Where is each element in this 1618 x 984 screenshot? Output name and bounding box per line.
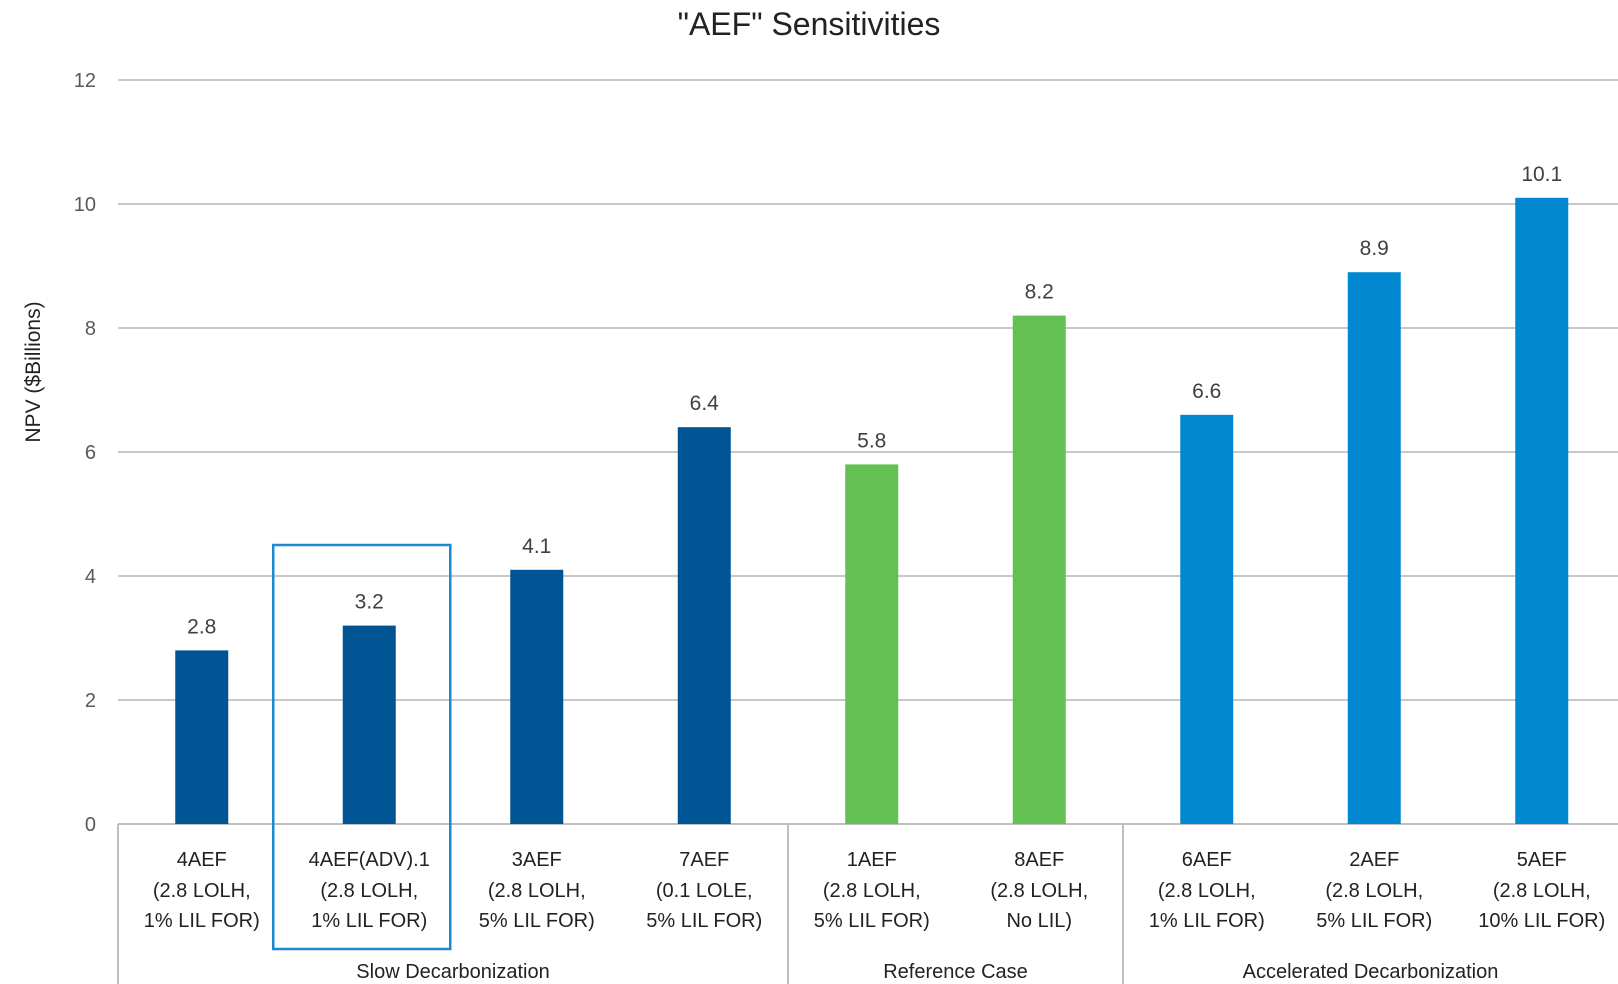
bar bbox=[1180, 414, 1234, 824]
category-detail: (2.8 LOLH, bbox=[823, 880, 921, 902]
category-name: 8AEF bbox=[1014, 849, 1064, 871]
category-detail: (2.8 LOLH, bbox=[320, 880, 418, 902]
category-detail: 1% LIL FOR) bbox=[1149, 910, 1265, 932]
category-name: 4AEF(ADV).1 bbox=[309, 849, 430, 871]
category-detail: (0.1 LOLE, bbox=[656, 880, 753, 902]
group-label: Accelerated Decarbonization bbox=[1243, 961, 1499, 983]
bar bbox=[175, 650, 229, 824]
group-labels: Slow Decarbonization Reference Case Accele… bbox=[356, 961, 1498, 983]
y-tick-label: 4 bbox=[85, 566, 96, 588]
category-name: 5AEF bbox=[1517, 849, 1567, 871]
category-detail: (2.8 LOLH, bbox=[488, 880, 586, 902]
data-label: 2.8 bbox=[187, 615, 216, 638]
data-label: 6.6 bbox=[1192, 380, 1221, 403]
category-detail: 5% LIL FOR) bbox=[479, 910, 595, 932]
data-label: 5.8 bbox=[857, 429, 886, 452]
category-detail: 1% LIL FOR) bbox=[311, 910, 427, 932]
category-detail: 5% LIL FOR) bbox=[646, 910, 762, 932]
category-name: 1AEF bbox=[847, 849, 897, 871]
category-detail: 10% LIL FOR) bbox=[1478, 910, 1605, 932]
data-labels: 2.8 3.2 4.1 6.4 5.8 8.2 6.6 8.9 10.1 bbox=[187, 163, 1562, 639]
category-name: 3AEF bbox=[512, 849, 562, 871]
bar bbox=[1347, 272, 1401, 824]
category-detail: 5% LIL FOR) bbox=[814, 910, 930, 932]
y-tick-label: 6 bbox=[85, 442, 96, 464]
data-label: 8.2 bbox=[1025, 281, 1054, 304]
data-label: 3.2 bbox=[355, 591, 384, 614]
data-label: 8.9 bbox=[1360, 237, 1389, 260]
group-label: Reference Case bbox=[883, 961, 1028, 983]
chart-title: "AEF" Sensitivities bbox=[678, 6, 941, 42]
category-name: 7AEF bbox=[679, 849, 729, 871]
category-axis bbox=[117, 823, 1618, 984]
bars bbox=[175, 197, 1569, 825]
category-detail: (2.8 LOLH, bbox=[990, 880, 1088, 902]
y-axis-label: NPV ($Billions) bbox=[22, 301, 45, 442]
bar bbox=[1515, 197, 1569, 825]
category-detail: (2.8 LOLH, bbox=[1493, 880, 1591, 902]
y-tick-label: 12 bbox=[74, 70, 96, 92]
category-name: 2AEF bbox=[1349, 849, 1399, 871]
y-tick-label: 8 bbox=[85, 318, 96, 340]
bar bbox=[342, 625, 396, 824]
category-detail: (2.8 LOLH, bbox=[1325, 880, 1423, 902]
category-detail: (2.8 LOLH, bbox=[153, 880, 251, 902]
y-tick-label: 10 bbox=[74, 194, 96, 216]
data-label: 4.1 bbox=[522, 535, 551, 558]
data-label: 10.1 bbox=[1521, 163, 1562, 186]
y-tick-label: 0 bbox=[85, 814, 96, 836]
group-label: Slow Decarbonization bbox=[356, 961, 549, 983]
category-detail: 5% LIL FOR) bbox=[1316, 910, 1432, 932]
category-labels: 4AEF (2.8 LOLH, 1% LIL FOR) 4AEF(ADV).1 (2.8… bbox=[144, 849, 1606, 932]
bar bbox=[1012, 315, 1066, 824]
y-tick-label: 2 bbox=[85, 690, 96, 712]
category-name: 6AEF bbox=[1182, 849, 1232, 871]
highlight-box bbox=[272, 543, 452, 951]
category-name: 4AEF bbox=[177, 849, 227, 871]
bar bbox=[677, 427, 731, 824]
bar bbox=[510, 569, 564, 824]
bar bbox=[845, 464, 899, 824]
category-detail: No LIL) bbox=[1006, 910, 1072, 932]
data-label: 6.4 bbox=[690, 392, 720, 415]
category-detail: 1% LIL FOR) bbox=[144, 910, 260, 932]
category-detail: (2.8 LOLH, bbox=[1158, 880, 1256, 902]
